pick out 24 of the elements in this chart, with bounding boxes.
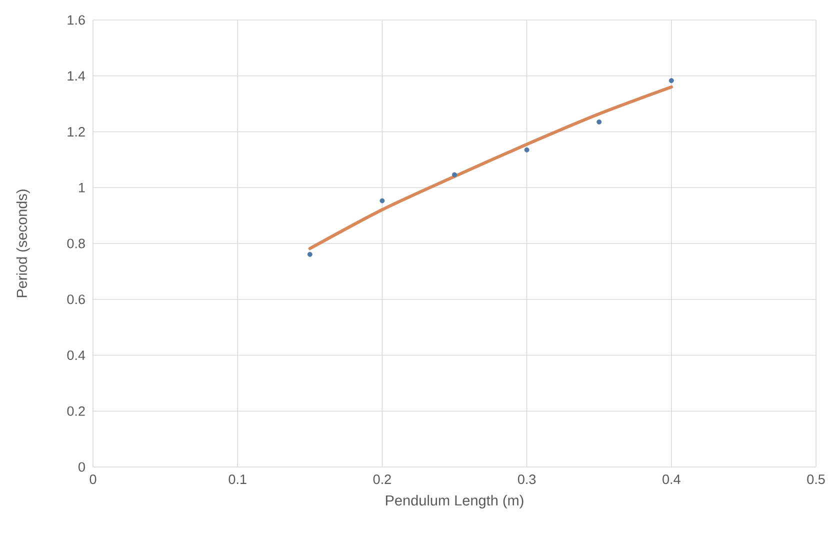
y-tick-label: 1 bbox=[79, 182, 85, 192]
x-tick-label: 0.3 bbox=[518, 474, 536, 484]
point bbox=[668, 78, 674, 84]
x-tick-label: 0.2 bbox=[373, 474, 391, 484]
x-tick-label: 0.1 bbox=[228, 474, 246, 484]
y-axis-title: Period (seconds) bbox=[16, 190, 30, 298]
x-axis-title: Pendulum Length (m) bbox=[386, 494, 524, 508]
x-tick-label: 0 bbox=[90, 474, 96, 484]
line-series bbox=[308, 85, 674, 250]
y-tick-label: 1.2 bbox=[68, 127, 85, 136]
point bbox=[596, 119, 602, 124]
y-tick-label: 0.4 bbox=[67, 350, 86, 360]
y-tick-label: 0.8 bbox=[67, 238, 85, 248]
y-tick-label: 1.6 bbox=[68, 15, 85, 25]
x-tick-label: 0.4 bbox=[662, 474, 680, 484]
y-tick-label: 1.4 bbox=[68, 71, 86, 81]
point bbox=[524, 147, 530, 152]
y-tick-label: 0.6 bbox=[67, 294, 85, 304]
x-tick-label: 0.5 bbox=[807, 474, 825, 484]
point bbox=[452, 172, 458, 178]
y-tick-label: 0 bbox=[78, 462, 85, 472]
point bbox=[307, 252, 312, 257]
point bbox=[380, 198, 385, 204]
y-tick-label: 0.2 bbox=[67, 406, 85, 416]
